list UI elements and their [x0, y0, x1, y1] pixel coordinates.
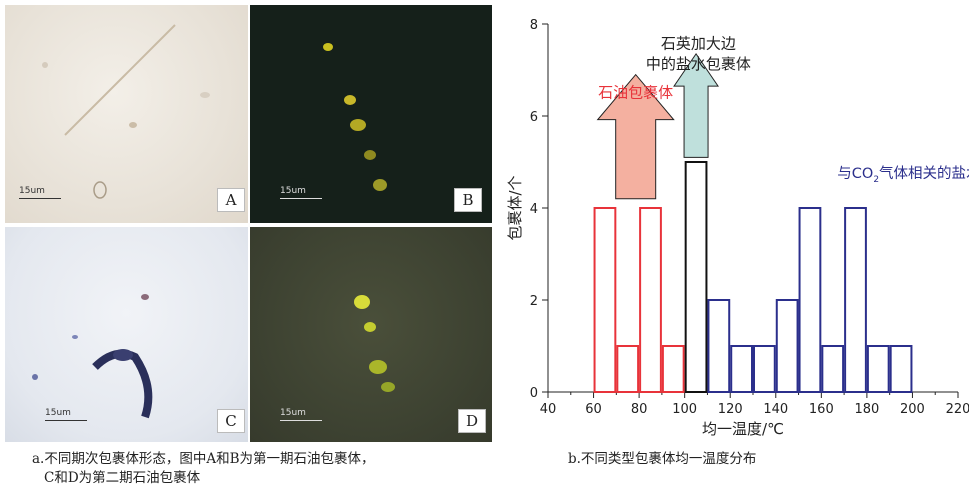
- micrograph-panel-b: 15um B: [250, 5, 492, 223]
- panel-a-scale: 15um: [19, 186, 61, 199]
- annotation-co2-brine: 与CO2气体相关的盐水包裹体: [837, 165, 969, 185]
- x-tick-label: 40: [540, 402, 557, 417]
- panel-b-scale: 15um: [280, 186, 322, 199]
- x-tick-label: 80: [631, 402, 648, 417]
- x-tick-label: 100: [672, 402, 697, 417]
- micrograph-figure: 15um A 15um B 15um C: [5, 5, 492, 442]
- x-tick-label: 60: [585, 402, 602, 417]
- histogram-bar: [821, 345, 845, 393]
- panel-a-scale-label: 15um: [19, 186, 45, 196]
- micrograph-panel-c: 15um C: [5, 227, 248, 442]
- histogram-bar: [661, 345, 685, 393]
- panel-d-scale: 15um: [280, 408, 322, 421]
- annotation-oil-inclusion: 石油包裹体: [598, 83, 673, 101]
- panel-c-scale-label: 15um: [45, 408, 71, 418]
- micrograph-panel-a: 15um A: [5, 5, 248, 223]
- panel-d-label: D: [458, 409, 486, 433]
- histogram-bar: [593, 207, 617, 393]
- temperature-histogram: 40 60 80 100 120 140 160 180 200 220 0 2 4 6 8 均一温度/℃ 包裹…: [506, 18, 969, 438]
- histogram-bar: [775, 299, 799, 393]
- y-tick-label: 0: [530, 386, 538, 401]
- panel-d-scale-label: 15um: [280, 408, 306, 418]
- histogram-bar: [844, 207, 867, 393]
- x-axis-title: 均一温度/℃: [702, 420, 784, 438]
- panel-c-label: C: [217, 409, 245, 433]
- y-tick-label: 6: [530, 110, 538, 125]
- x-tick-label: 200: [900, 402, 925, 417]
- x-tick-label: 160: [809, 402, 834, 417]
- y-tick-label: 2: [530, 294, 538, 309]
- panel-a-label: A: [217, 188, 245, 212]
- panel-c-scale: 15um: [45, 408, 87, 421]
- annotation-quartz-line2: 中的盐水包裹体: [646, 55, 751, 73]
- histogram-bar: [866, 345, 890, 393]
- micrograph-panel-d: 15um D: [250, 227, 492, 442]
- panel-d-fluorescence: [354, 295, 395, 392]
- x-tick-label: 140: [763, 402, 788, 417]
- y-axis-title: 包裹体/个: [506, 175, 524, 240]
- left-caption-line1: a.不同期次包裹体形态，图中A和B为第一期石油包裹体，: [32, 451, 375, 467]
- histogram-bar: [684, 161, 708, 393]
- y-tick-label: 4: [530, 202, 538, 217]
- oil-arrow: [596, 73, 675, 200]
- panel-b-fluorescence: [323, 43, 387, 191]
- x-tick-label: 180: [854, 402, 879, 417]
- brine-arrow: [673, 53, 720, 158]
- x-tick-label: 120: [718, 402, 743, 417]
- left-caption-line2: C和D为第二期石油包裹体: [44, 470, 201, 486]
- histogram-bar: [616, 345, 640, 393]
- annotation-quartz-line1: 石英加大边: [661, 34, 736, 52]
- x-tick-label: 220: [946, 402, 969, 417]
- histogram-bar: [707, 299, 731, 393]
- right-caption: b.不同类型包裹体均一温度分布: [568, 451, 757, 467]
- histogram-bar: [753, 345, 776, 393]
- y-tick-label: 8: [530, 18, 538, 33]
- histogram-bar: [639, 207, 662, 393]
- histogram-bar: [889, 345, 913, 393]
- panel-b-label: B: [454, 188, 482, 212]
- panel-b-scale-label: 15um: [280, 186, 306, 196]
- histogram-bar: [730, 345, 754, 393]
- panel-c-texture: [32, 294, 153, 419]
- histogram-bar: [798, 207, 822, 393]
- panel-a-texture: [42, 24, 210, 199]
